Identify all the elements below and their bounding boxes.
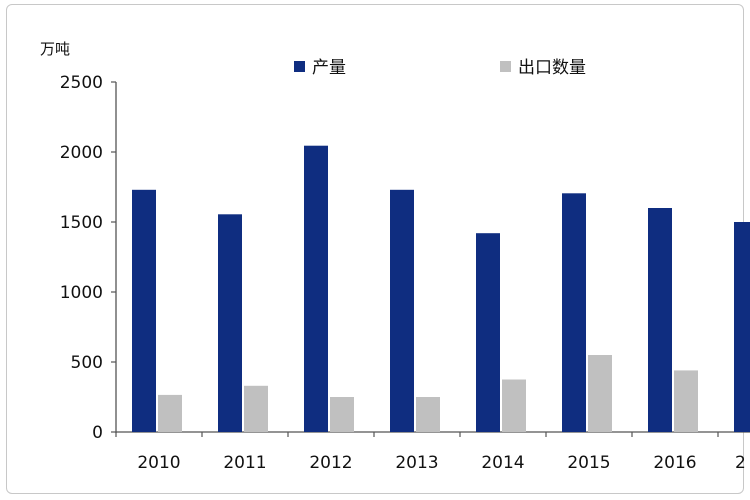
bar-series-0-2013	[390, 189, 414, 432]
bar-series-1-2011	[244, 385, 268, 432]
bar-series-0-2015	[562, 193, 586, 432]
bar-series-0-2012	[304, 145, 328, 432]
bar-series-0-2011	[218, 214, 242, 432]
bar-series-1-2014	[502, 379, 526, 432]
bar-series-0-2017	[734, 222, 750, 432]
x-tick-label: 2016	[653, 453, 696, 473]
legend-swatch-series-0	[294, 61, 305, 72]
x-tick-label: 2010	[137, 453, 180, 473]
bar-series-1-2013	[416, 397, 440, 432]
y-tick-label: 1500	[60, 213, 103, 233]
unit-label: 万吨	[40, 40, 70, 58]
y-tick-label: 1000	[60, 283, 103, 303]
legend-label-series-0: 产量	[312, 58, 346, 78]
y-tick-label: 2500	[60, 73, 103, 93]
x-tick-label: 2014	[481, 453, 524, 473]
y-tick-label: 500	[71, 353, 103, 373]
legend-swatch-series-1	[500, 61, 511, 72]
x-axis-ticks: 2010 2011 2012 2013 2014 2015 2016 2	[115, 432, 746, 473]
y-tick-label: 0	[92, 423, 103, 443]
x-tick-label: 2015	[567, 453, 610, 473]
bar-series-0-2010	[132, 189, 156, 432]
bar-series-0-2016	[648, 208, 672, 432]
legend: 产量 出口数量	[294, 58, 586, 78]
bar-series-1-2015	[588, 355, 612, 432]
x-tick-label: 2011	[223, 453, 266, 473]
bar-series-1-2010	[158, 394, 182, 432]
x-tick-label: 2012	[309, 453, 352, 473]
x-tick-label: 2	[735, 453, 746, 473]
legend-label-series-1: 出口数量	[518, 58, 586, 78]
bar-series-0-2014	[476, 233, 500, 432]
y-tick-label: 2000	[60, 143, 103, 163]
bars	[132, 145, 750, 432]
x-tick-label: 2013	[395, 453, 438, 473]
bar-series-1-2016	[674, 370, 698, 432]
bar-series-1-2012	[330, 397, 354, 432]
y-axis-ticks: 0 500 1000 1500 2000 2500	[60, 73, 116, 443]
